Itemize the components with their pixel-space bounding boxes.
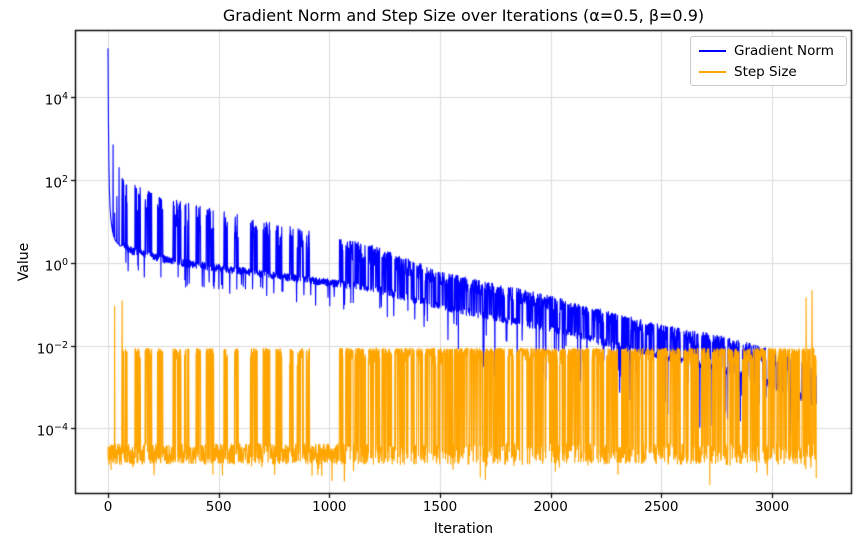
- legend-item-step-size: Step Size: [699, 64, 838, 80]
- x-tick-label-1000: 1000: [312, 499, 347, 515]
- x-tick-label-0: 0: [103, 499, 113, 515]
- x-tick-label-2500: 2500: [644, 499, 679, 515]
- x-tick-label-3000: 3000: [754, 499, 790, 515]
- x-axis-label: Iteration: [433, 521, 494, 537]
- y-tick-label-1e-4: 10−4: [36, 422, 68, 440]
- legend-item-gradient-norm: Gradient Norm: [699, 43, 838, 59]
- legend: Gradient Norm Step Size: [690, 36, 847, 86]
- legend-label-step-size: Step Size: [734, 63, 797, 80]
- step-size-line-icon: [699, 70, 726, 73]
- legend-label-gradient-norm: Gradient Norm: [734, 42, 834, 59]
- gradient-norm-line-icon: [699, 49, 726, 52]
- y-tick-label-1e-2: 10−2: [36, 339, 68, 358]
- x-tick-label-1500: 1500: [422, 499, 458, 515]
- x-tick-label-2000: 2000: [533, 499, 568, 515]
- chart-title: Gradient Norm and Step Size over Iterati…: [222, 6, 705, 25]
- y-tick-label-1e0: 100: [44, 256, 68, 275]
- y-tick-label-1e4: 104: [44, 91, 68, 109]
- y-tick-label-1e2: 102: [44, 173, 68, 192]
- x-tick-label-500: 500: [205, 499, 232, 515]
